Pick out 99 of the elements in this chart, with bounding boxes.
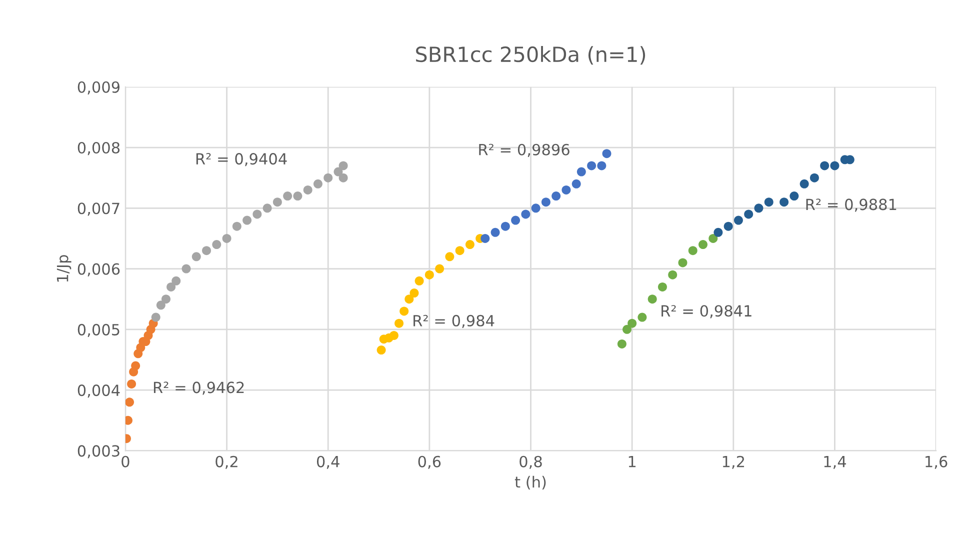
point [541,198,550,207]
point [490,228,500,237]
y-tick-label: 0,005 [78,324,120,337]
point [480,234,490,243]
point [572,179,581,188]
point [830,161,840,170]
point [212,240,222,250]
annotation: R² = 0,9881 [806,198,896,212]
chart-title: SBR1cc 250kDa (n=1) [416,46,646,65]
annotation: R² = 0,984 [414,314,494,328]
annotation: R² = 0,9404 [196,153,287,166]
point [172,276,181,286]
point [424,270,434,280]
point [410,288,419,298]
x-tick-label: 1,4 [824,456,846,469]
y-tick-label: 0,007 [78,202,120,216]
point [597,161,606,170]
point [127,379,136,388]
point [511,216,520,225]
point [678,258,688,268]
point [414,276,424,286]
annotation: R² = 0,9841 [662,305,752,318]
point [820,161,830,170]
point [754,204,764,213]
x-tick-label: 0,2 [216,456,238,469]
point [734,216,743,225]
point [293,192,302,201]
point [313,179,322,188]
point [622,324,632,334]
point [303,185,312,194]
point [708,234,718,243]
point [222,234,232,243]
y-tick-label: 0,004 [78,384,120,398]
y-tick-label: 0,008 [78,142,120,156]
point [790,192,799,201]
point [202,246,212,256]
point [658,282,667,292]
y-tick-label: 0,003 [78,445,120,458]
point [125,398,134,407]
x-axis-title: t (h) [514,476,546,490]
point [435,264,444,274]
point [376,346,386,355]
point [232,222,242,231]
x-tick-label: 0,4 [316,456,340,469]
point [394,318,404,328]
point [800,179,809,188]
point [455,246,464,256]
x-tick-label: 1 [628,456,636,468]
point [521,210,530,219]
point [131,361,140,370]
point [576,167,586,176]
point [338,173,348,182]
point [602,149,612,158]
point [324,173,333,182]
point [262,204,272,213]
x-tick-label: 0,8 [520,456,542,469]
point [764,198,774,207]
point [628,318,637,328]
point [338,161,348,170]
point [161,294,170,304]
point [400,306,409,316]
point [166,282,176,292]
point [698,240,708,250]
point [810,173,819,182]
point [531,204,540,213]
point [552,192,561,201]
point [252,210,262,219]
point [500,222,510,231]
y-tick-label: 0,009 [78,81,120,94]
point [648,294,657,304]
point [242,216,252,225]
point [587,161,596,170]
point [445,252,454,262]
x-tick-label: 1,6 [926,456,948,469]
point [780,198,789,207]
y-axis-title: 1/Jp [56,255,72,282]
annotation: R² = 0,9896 [479,144,570,157]
point [638,312,647,322]
y-tick-label: 0,006 [78,263,120,276]
point [465,240,474,250]
point [182,264,191,274]
point [404,294,414,304]
x-tick-label: 1,2 [722,456,744,469]
point [192,252,201,262]
x-tick-label: 0 [122,456,130,468]
point [151,312,160,322]
point [724,222,733,231]
annotation: R² = 0,9462 [154,382,244,395]
point [272,198,282,207]
point [714,228,723,237]
point [156,300,166,310]
point [668,270,678,280]
point [562,185,571,194]
point [389,330,398,340]
point [688,246,698,256]
point [283,192,292,201]
point [617,339,626,348]
x-tick-label: 0,6 [418,456,441,469]
point [744,210,754,219]
